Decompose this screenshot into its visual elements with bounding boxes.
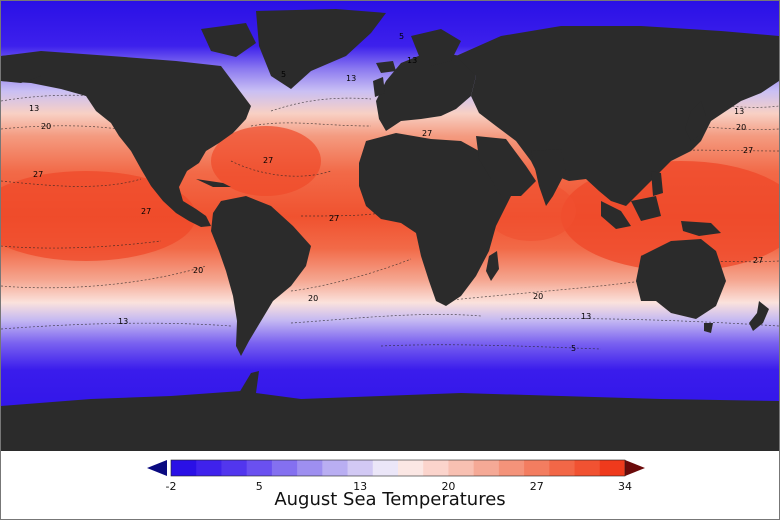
isotherm-label: 27 — [141, 207, 151, 216]
philippines — [651, 171, 663, 196]
colorbar-segment — [524, 460, 550, 476]
colorbar-tick-label: 20 — [441, 480, 456, 493]
iceland — [376, 61, 396, 73]
isotherm-label: 5 — [281, 70, 286, 79]
colorbar-segment — [221, 460, 248, 476]
isotherm-label: 20 — [308, 294, 318, 303]
colorbar-border — [170, 459, 626, 477]
sea-temperature-map: 5 5 5 13 13 13 13 13 13 20 20 20 20 20 2… — [1, 1, 779, 451]
colorbar-segment — [398, 460, 424, 476]
colorbar-tick-label: 34 — [618, 480, 632, 493]
isotherm-label: 27 — [422, 129, 432, 138]
legend: -2 5 13 20 27 34 August Sea Temperatures — [1, 451, 779, 519]
antarctica — [1, 391, 779, 451]
isotherm-labels: 5 5 5 13 13 13 13 13 13 20 20 20 20 20 2… — [29, 32, 763, 353]
colorbar-tick-label: -2 — [165, 480, 177, 493]
antarctic-peninsula — [239, 371, 259, 393]
isotherm-label: 13 — [346, 74, 356, 83]
map-title: August Sea Temperatures — [274, 489, 506, 510]
isotherm-label: 27 — [743, 146, 753, 155]
isotherm-label: 13 — [734, 107, 744, 116]
arabia — [476, 136, 536, 196]
borneo — [631, 196, 661, 221]
colorbar-segment — [473, 460, 500, 476]
colorbar-segment — [448, 460, 475, 476]
isotherm-label: 13 — [118, 317, 128, 326]
colorbar-arrow-right — [625, 460, 645, 476]
tasmania — [704, 323, 713, 333]
colorbar-segment — [196, 460, 222, 476]
south-america — [211, 196, 311, 356]
colorbar-tick-label: 27 — [529, 480, 544, 493]
sumatra — [601, 201, 631, 229]
new-zealand — [749, 301, 769, 331]
colorbar-segment — [347, 460, 374, 476]
scandinavia — [411, 29, 461, 66]
cuba — [196, 179, 231, 187]
india — [531, 149, 566, 206]
isotherm-label: 13 — [581, 312, 591, 321]
colorbar-segment — [297, 460, 323, 476]
colorbar-segments — [171, 460, 626, 476]
isotherm-label: 27 — [263, 156, 273, 165]
north-america — [1, 51, 251, 227]
australia — [636, 239, 726, 319]
colorbar-segment — [171, 460, 197, 476]
isotherm-label: 27 — [329, 214, 339, 223]
europe — [376, 51, 476, 131]
colorbar — [147, 459, 645, 477]
africa — [359, 133, 516, 306]
britain — [373, 77, 385, 97]
japan — [685, 101, 706, 141]
colorbar-segment — [574, 460, 601, 476]
alaska — [1, 53, 41, 83]
isotherm-label: 13 — [407, 56, 417, 65]
colorbar-tick-label: 13 — [353, 480, 368, 493]
new-guinea — [681, 221, 721, 236]
colorbar-segment — [599, 460, 626, 476]
colorbar-segment — [322, 460, 349, 476]
isotherm-label: 20 — [193, 266, 203, 275]
colorbar-segment — [246, 460, 273, 476]
isotherm-label: 20 — [533, 292, 543, 301]
greenland — [256, 9, 386, 89]
isotherm-label: 5 — [571, 344, 576, 353]
colorbar-arrow-left — [147, 460, 167, 476]
isotherm-label: 5 — [399, 32, 404, 41]
arctic-islands — [201, 23, 256, 57]
colorbar-segment — [372, 460, 399, 476]
isotherm-label: 27 — [33, 170, 43, 179]
colorbar-segment — [498, 460, 525, 476]
colorbar-segment — [271, 460, 298, 476]
isotherm-label: 20 — [736, 123, 746, 132]
isotherm-label: 20 — [41, 122, 51, 131]
madagascar — [486, 251, 499, 281]
land — [1, 9, 779, 451]
colorbar-tick-label: 5 — [255, 480, 263, 493]
isotherm-label: 27 — [753, 256, 763, 265]
colorbar-segment — [423, 460, 449, 476]
colorbar-segment — [549, 460, 576, 476]
isotherm-label: 13 — [29, 104, 39, 113]
